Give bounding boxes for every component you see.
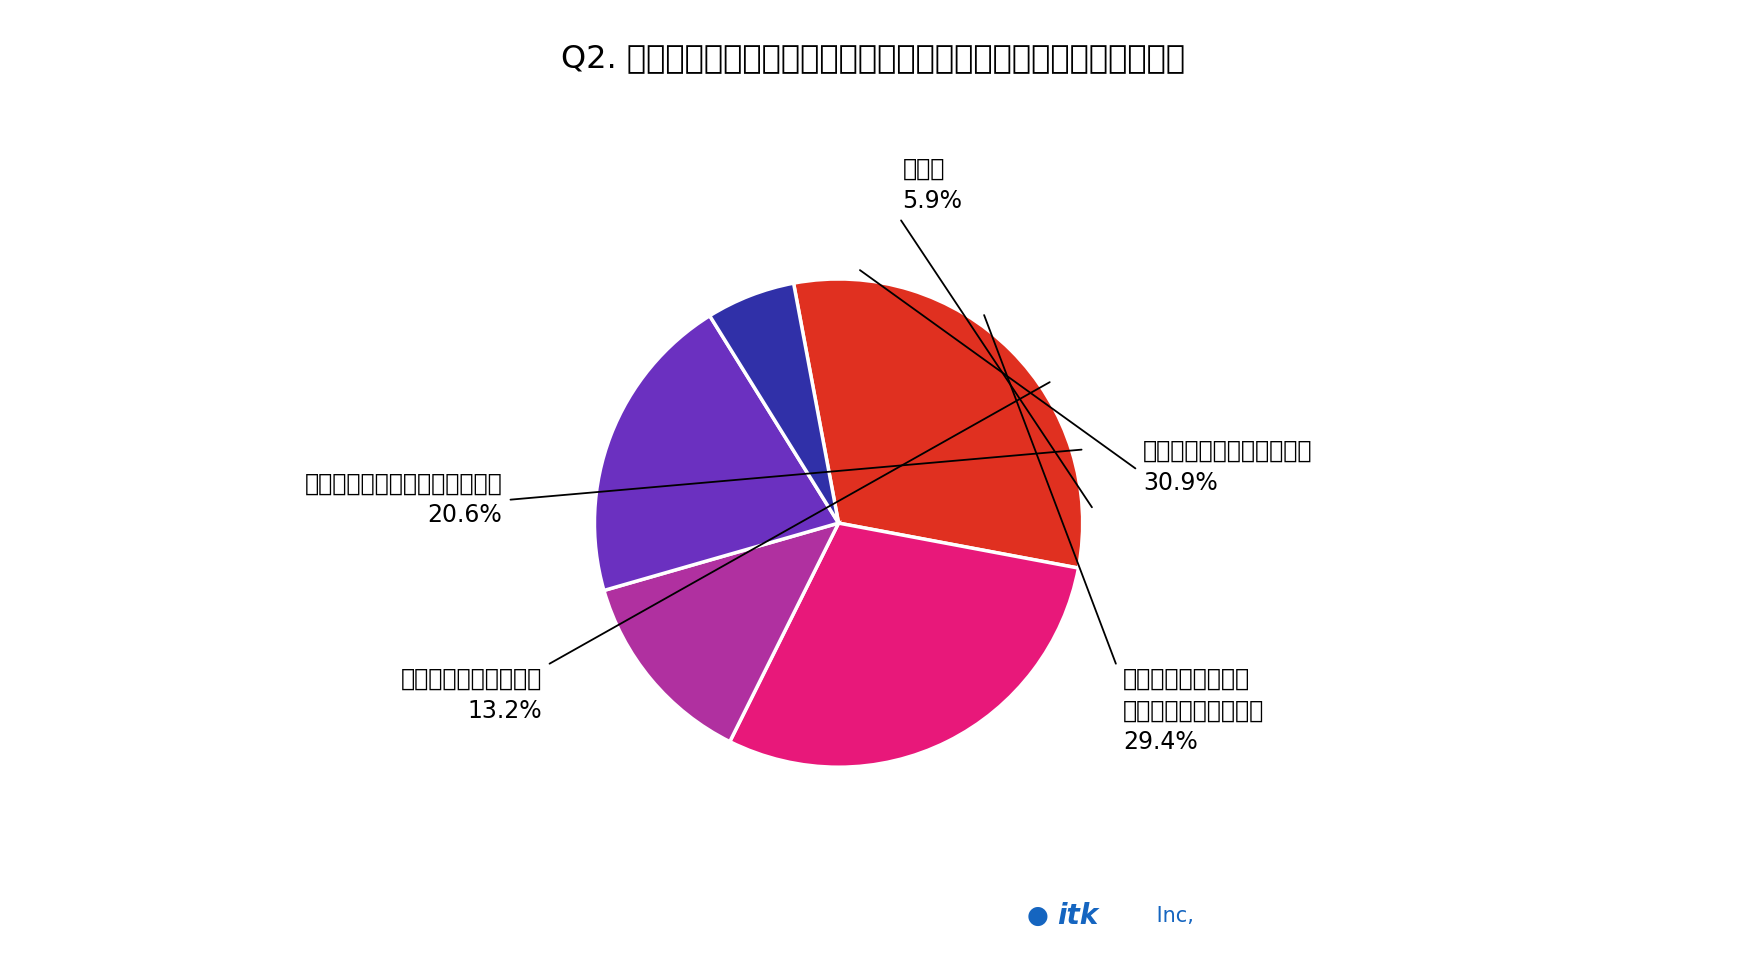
Wedge shape [793,279,1083,568]
Text: 他の業界での仕事を目指したい
20.6%: 他の業界での仕事を目指したい 20.6% [304,471,503,526]
Wedge shape [709,283,839,523]
Text: itk: itk [1057,901,1099,930]
Text: 店長や管理職を目指したい
30.9%: 店長や管理職を目指したい 30.9% [1143,439,1312,495]
Wedge shape [730,523,1078,767]
Text: その他
5.9%: その他 5.9% [903,157,963,213]
Text: Inc,: Inc, [1150,906,1193,925]
Text: 新しい業態や店舗の
立ち上げに関わりたい
29.4%: 新しい業態や店舗の 立ち上げに関わりたい 29.4% [1123,667,1265,755]
Wedge shape [594,316,839,591]
Text: Q2. あなたが将来挑戦したいキャリアパスはどのようなものですか？: Q2. あなたが将来挑戦したいキャリアパスはどのようなものですか？ [561,43,1186,74]
Wedge shape [604,523,839,741]
Text: ●: ● [1025,903,1048,928]
Text: 飲食業界で起業したい
13.2%: 飲食業界で起業したい 13.2% [402,667,542,723]
